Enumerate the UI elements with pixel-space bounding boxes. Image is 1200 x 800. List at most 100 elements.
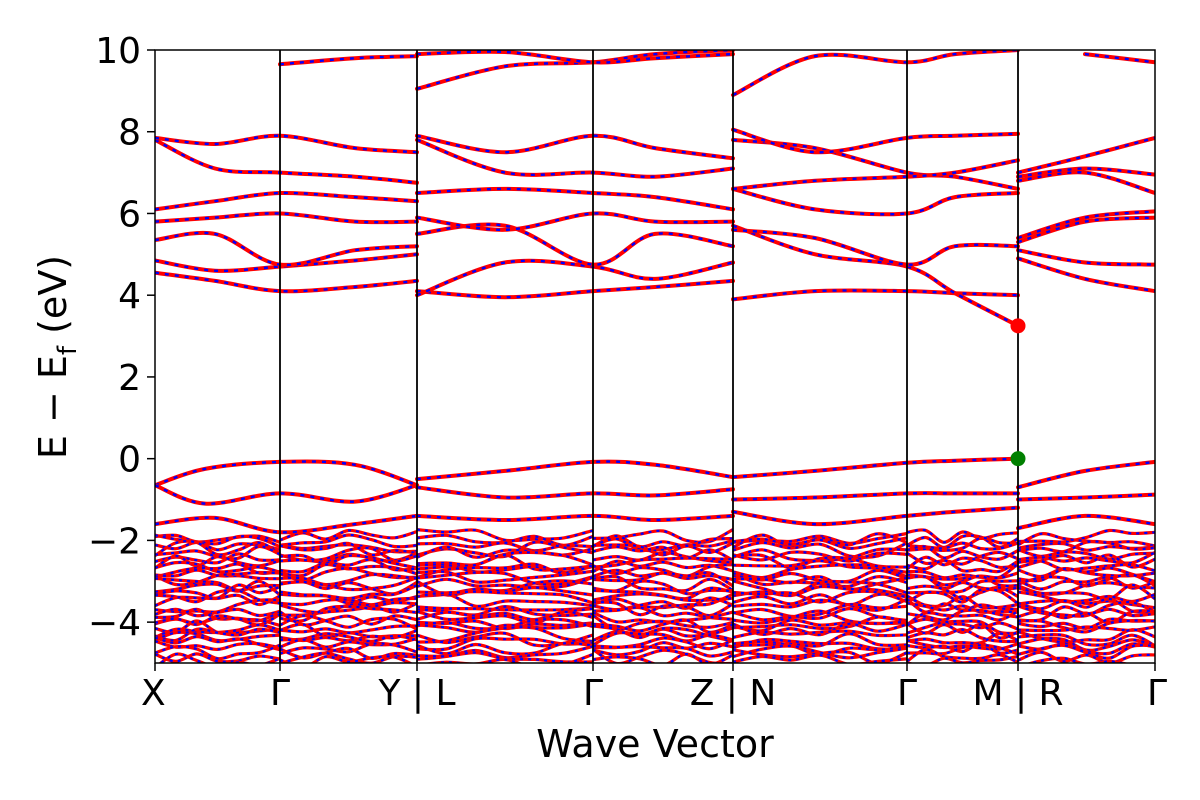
dense-band-blue [155, 534, 281, 548]
dense-band-red [732, 532, 908, 549]
band-11-blue [1017, 514, 1155, 530]
band-37-blue [1017, 257, 1155, 293]
dense-band-blue [592, 618, 734, 634]
dense-band-blue [155, 644, 281, 660]
band-38-blue [1017, 249, 1155, 266]
band-5-blue [416, 514, 734, 522]
band-18-blue [155, 134, 418, 154]
band-22-blue [416, 223, 734, 266]
dense-valence-bands [155, 528, 1155, 663]
dense-band-blue [416, 528, 594, 542]
dense-band-blue [906, 622, 1019, 640]
band-6-red [731, 456, 1020, 480]
dense-band-red [279, 641, 418, 656]
dense-band-blue [416, 553, 594, 572]
y-tick-label: 10 [95, 31, 141, 72]
dense-band-blue [416, 563, 594, 574]
dense-band-blue [732, 629, 908, 639]
dense-band-blue [1017, 532, 1155, 548]
dense-band-blue [592, 541, 734, 557]
x-tick-label: Γ [897, 673, 917, 714]
dense-band-blue [732, 590, 908, 604]
dense-band-blue [1017, 651, 1155, 663]
dense-band-blue [159, 652, 281, 663]
dense-band-blue [906, 559, 1019, 573]
band-36-blue [732, 159, 1019, 191]
dense-band-blue [279, 614, 418, 631]
high-symmetry-lines [279, 50, 1019, 663]
band-41-blue [1017, 171, 1155, 195]
dense-band-blue [906, 618, 1019, 631]
band-28-blue [416, 50, 734, 64]
band-3-blue [416, 460, 734, 481]
dense-band-blue [906, 536, 1019, 552]
dense-band-blue [592, 563, 734, 578]
y-tick-label: 8 [118, 113, 141, 154]
dense-band-blue [416, 576, 594, 589]
dense-band-blue [732, 569, 908, 584]
x-tick-label: Z | N [690, 673, 777, 714]
band-23-blue [416, 212, 734, 232]
y-axis-title: E − Ef (eV) [31, 255, 83, 459]
dense-band-red [1017, 583, 1155, 601]
dense-band-red [279, 604, 418, 623]
dense-band-blue [732, 550, 908, 563]
dense-band-blue [732, 532, 908, 545]
dense-band-red [1017, 618, 1155, 634]
dense-band-blue [732, 619, 908, 632]
dense-band-blue [416, 626, 594, 644]
dense-band-blue [592, 534, 734, 548]
band-2-blue [155, 514, 418, 534]
dense-band-blue [155, 608, 281, 617]
dense-band-blue [906, 585, 1019, 601]
dense-band-blue [416, 642, 594, 656]
band-16-blue [155, 191, 418, 211]
x-axis-ticks: X Γ Y | L Γ Z | N Γ M | R Γ [141, 663, 1167, 714]
dense-band-blue [416, 607, 594, 621]
band-25-red [415, 137, 735, 179]
band-8-red [731, 505, 1020, 527]
plot-frame [154, 49, 1156, 664]
dense-band-blue [732, 593, 908, 607]
dense-band-red [592, 556, 734, 569]
dense-band-blue [592, 601, 734, 617]
dense-band-blue [906, 545, 1019, 561]
band-33-blue [732, 138, 1019, 191]
dense-band-red [1017, 528, 1155, 544]
dense-band-blue [906, 632, 1019, 645]
dense-band-blue [416, 610, 594, 625]
dense-band-red [1017, 539, 1155, 554]
x-tick-label: Γ [1147, 673, 1167, 714]
dense-band-blue [416, 631, 594, 647]
dense-band-blue [732, 598, 908, 612]
y-axis-title-main: E − E [31, 355, 75, 459]
dense-band-red [1017, 632, 1155, 648]
dense-band-red [279, 572, 418, 587]
dense-band-blue [279, 637, 418, 649]
band-40-blue [1017, 210, 1155, 240]
band-24-blue [416, 187, 734, 211]
dense-band-blue [155, 598, 281, 614]
dense-band-blue [416, 570, 594, 584]
y-tick-label: 4 [118, 276, 141, 317]
dense-band-red [592, 571, 734, 588]
dense-band-red [592, 592, 734, 603]
dense-band-blue [592, 641, 734, 656]
dense-band-blue [592, 575, 734, 592]
dense-band-blue [416, 590, 594, 604]
dense-band-red [906, 587, 1019, 605]
dense-band-blue [155, 635, 281, 651]
dense-band-blue [906, 644, 1019, 656]
dense-band-blue [906, 608, 1019, 622]
dense-band-blue [155, 589, 281, 605]
band-30-blue [732, 224, 1019, 327]
cbm-marker [1010, 318, 1026, 334]
band-4-blue [416, 486, 734, 499]
dense-band-blue [732, 603, 908, 618]
band-42-blue [1017, 167, 1155, 178]
dense-band-blue [155, 614, 281, 627]
dense-band-blue [732, 609, 908, 625]
x-tick-label: Γ [270, 673, 290, 714]
dense-band-blue [906, 551, 1019, 566]
